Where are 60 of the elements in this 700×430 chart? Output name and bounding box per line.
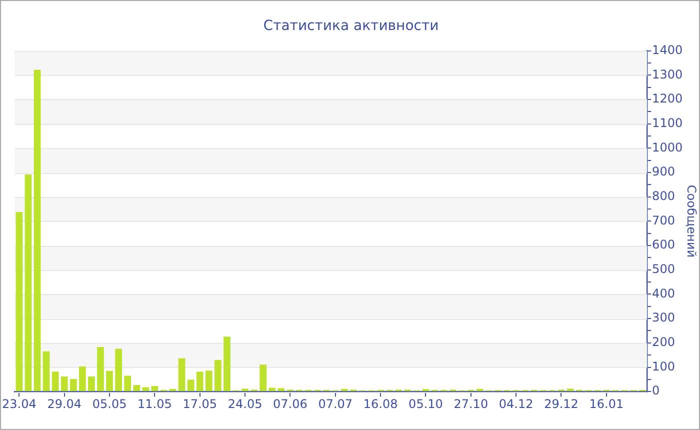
x-tick-label: 29.12 [544, 396, 578, 411]
x-tick-label: 16.01 [589, 396, 624, 411]
y-tick-label: 200 [652, 335, 675, 350]
y-tick-label: 1100 [652, 116, 683, 130]
x-tick-label: 17.05 [182, 396, 218, 411]
y-tick-label: 900 [652, 164, 675, 179]
y-tick-label: 400 [652, 286, 675, 300]
bar [34, 70, 41, 392]
bar [42, 351, 50, 392]
chart-title: Статистика активности [263, 18, 439, 34]
x-tick-label: 05.10 [408, 396, 443, 411]
bar [178, 358, 186, 392]
y-tick-label: 1000 [652, 140, 683, 154]
x-tick-label: 04.12 [498, 396, 534, 411]
bar [88, 376, 95, 392]
y-tick-label: 1300 [652, 67, 683, 82]
bar [205, 370, 212, 392]
bar [124, 376, 132, 392]
bar [151, 386, 158, 392]
y-tick-label: 700 [652, 213, 675, 228]
y-axis-title: Сообщений [684, 184, 699, 258]
x-tick-label: 27.10 [454, 396, 488, 411]
bar [142, 387, 150, 392]
x-tick-label: 23.04 [2, 396, 36, 411]
y-tick-label: 0 [652, 384, 660, 398]
y-tick-label: 800 [652, 188, 675, 203]
y-tick-label: 300 [652, 310, 675, 325]
bar [268, 388, 276, 392]
bar [214, 360, 222, 392]
x-tick-label: 05.05 [92, 396, 127, 411]
bar [242, 388, 248, 392]
bar [187, 380, 194, 392]
y-tick-label: 100 [652, 359, 675, 374]
bar [224, 336, 230, 392]
y-tick-label: 1400 [652, 42, 683, 57]
x-tick-label: 11.05 [138, 396, 172, 411]
x-tick-label: 07.07 [318, 396, 353, 411]
bar [60, 376, 68, 392]
bar [133, 385, 140, 392]
bar [70, 378, 77, 392]
y-tick-label: 1200 [652, 92, 683, 106]
bar [52, 372, 59, 392]
y-tick-label: 500 [652, 262, 675, 276]
x-tick-label: 16.08 [363, 396, 398, 411]
bar [340, 388, 348, 392]
bar [97, 347, 104, 392]
bar [260, 364, 267, 392]
bar [16, 212, 23, 392]
x-tick-label: 07.06 [273, 396, 308, 411]
y-tick-label: 600 [652, 238, 675, 252]
x-tick-label: 29.04 [47, 396, 82, 411]
bar [566, 388, 574, 392]
bar [106, 370, 113, 392]
bar [278, 388, 285, 392]
x-tick-label: 24.05 [228, 396, 262, 411]
bar [78, 366, 86, 392]
bar [476, 388, 484, 392]
bar [115, 348, 122, 392]
bar [196, 372, 204, 392]
bar [24, 174, 32, 392]
